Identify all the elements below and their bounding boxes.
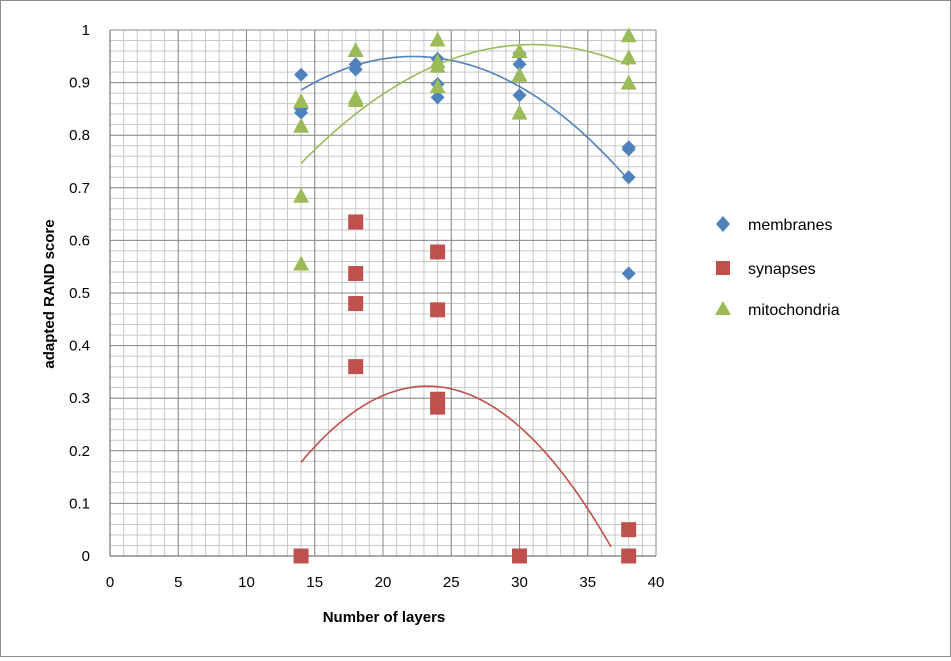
- x-tick-label: 25: [443, 574, 460, 591]
- data-point-mitochondria: [293, 255, 310, 271]
- y-tick-label: 0.5: [69, 285, 90, 302]
- data-point-mitochondria: [620, 27, 637, 43]
- y-axis-title: adapted RAND score: [41, 219, 58, 368]
- data-point-mitochondria: [347, 91, 364, 107]
- data-point-mitochondria: [511, 43, 528, 59]
- data-points: [293, 27, 637, 564]
- x-tick-label: 0: [106, 574, 114, 591]
- x-axis-title: Number of layers: [323, 609, 446, 626]
- y-tick-label: 0.3: [69, 390, 90, 407]
- data-point-mitochondria: [347, 41, 364, 57]
- y-tick-label: 0.8: [69, 127, 90, 144]
- data-point-membranes: [294, 105, 309, 120]
- legend-label-synapses: synapses: [748, 261, 816, 278]
- legend-marker-synapses: [716, 261, 730, 275]
- data-point-membranes: [430, 90, 445, 105]
- y-tick-label: 0.7: [69, 180, 90, 197]
- data-point-membranes: [621, 266, 636, 281]
- data-point-mitochondria: [293, 187, 310, 203]
- data-point-mitochondria: [293, 117, 310, 133]
- x-tick-label: 40: [648, 574, 665, 591]
- data-point-membranes: [512, 88, 527, 103]
- data-point-synapses: [348, 296, 364, 312]
- x-tick-label: 30: [511, 574, 528, 591]
- legend-label-mitochondria: mitochondria: [748, 302, 840, 319]
- data-point-synapses: [348, 266, 364, 282]
- legend-item-mitochondria: mitochondria: [715, 301, 840, 319]
- y-tick-label: 0.9: [69, 75, 90, 92]
- data-point-synapses: [348, 359, 364, 375]
- data-point-synapses: [293, 548, 309, 564]
- x-tick-label: 35: [579, 574, 596, 591]
- data-point-synapses: [348, 214, 364, 230]
- axes: [109, 30, 656, 557]
- y-tick-label: 0: [82, 548, 90, 565]
- data-point-mitochondria: [511, 66, 528, 82]
- legend-marker-mitochondria: [715, 301, 731, 315]
- data-point-mitochondria: [429, 31, 446, 47]
- legend: membranes synapses mitochondria: [715, 216, 840, 319]
- data-point-membranes: [512, 57, 527, 72]
- y-tick-labels: 0 0.1 0.2 0.3 0.4 0.5 0.6 0.7 0.8 0.9 1: [69, 22, 90, 565]
- legend-label-membranes: membranes: [748, 217, 832, 234]
- data-point-synapses: [621, 548, 637, 564]
- legend-item-synapses: synapses: [716, 261, 816, 278]
- x-tick-label: 20: [375, 574, 392, 591]
- data-point-synapses: [430, 302, 446, 318]
- y-tick-label: 0.1: [69, 495, 90, 512]
- y-tick-label: 1: [82, 22, 90, 39]
- data-point-mitochondria: [511, 104, 528, 120]
- data-point-mitochondria: [429, 78, 446, 94]
- data-point-membranes: [348, 62, 363, 77]
- data-point-synapses: [512, 548, 527, 564]
- y-tick-label: 0.6: [69, 232, 90, 249]
- data-point-mitochondria: [620, 74, 637, 90]
- data-point-mitochondria: [429, 57, 446, 73]
- data-point-membranes: [621, 170, 636, 185]
- legend-marker-membranes: [716, 216, 730, 232]
- x-tick-label: 15: [306, 574, 323, 591]
- x-tick-labels: 0 5 10 15 20 25 30 35 40: [106, 574, 665, 591]
- data-point-mitochondria: [620, 49, 637, 65]
- data-point-synapses: [430, 399, 446, 415]
- data-point-synapses: [621, 522, 637, 538]
- data-point-mitochondria: [293, 93, 310, 109]
- y-tick-label: 0.2: [69, 443, 90, 460]
- y-tick-label: 0.4: [69, 338, 90, 355]
- data-point-synapses: [430, 244, 446, 260]
- data-point-membranes: [621, 142, 636, 157]
- data-point-membranes: [294, 67, 309, 82]
- x-tick-label: 5: [174, 574, 182, 591]
- x-tick-label: 10: [238, 574, 255, 591]
- trendline-synapses: [300, 385, 612, 548]
- trendline-mitochondria: [300, 43, 630, 164]
- legend-item-membranes: membranes: [716, 216, 832, 234]
